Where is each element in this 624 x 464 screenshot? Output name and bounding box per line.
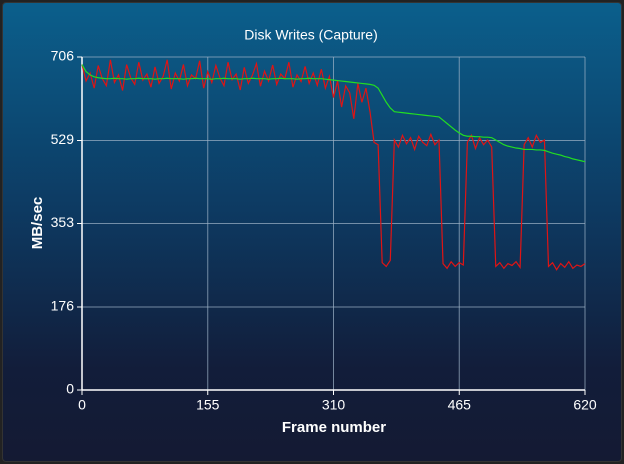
x-tick-label: 155 xyxy=(196,397,220,413)
chart-title: Disk Writes (Capture) xyxy=(244,27,378,43)
x-tick-label: 0 xyxy=(78,397,86,413)
x-axis-label: Frame number xyxy=(282,419,386,436)
y-tick-label: 353 xyxy=(51,214,75,230)
y-tick-label: 176 xyxy=(51,298,75,314)
x-tick-label: 465 xyxy=(448,397,472,413)
x-tick-label: 310 xyxy=(322,397,346,413)
x-tick-label: 620 xyxy=(573,397,597,413)
y-tick-label: 529 xyxy=(51,131,75,147)
data-line xyxy=(81,64,586,163)
data-line xyxy=(81,59,586,271)
y-axis-label: MB/sec xyxy=(29,197,46,250)
y-tick-label: 706 xyxy=(51,48,75,64)
y-tick-label: 0 xyxy=(66,381,74,397)
